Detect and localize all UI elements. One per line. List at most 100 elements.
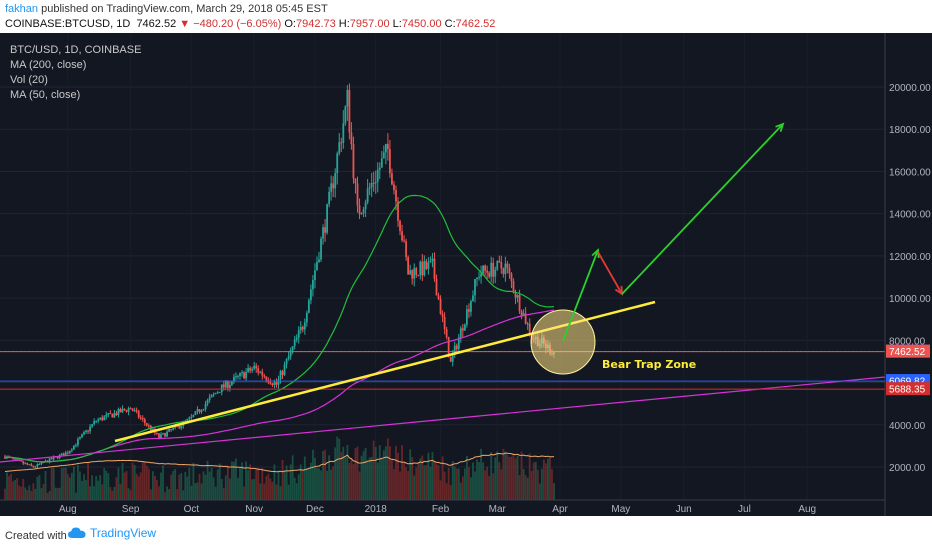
tradingview-brand: TradingView	[90, 526, 157, 540]
candle-body	[362, 209, 365, 214]
candle-body	[514, 292, 517, 298]
volume-bar	[530, 470, 533, 500]
candle-body	[178, 425, 181, 429]
candle-body	[372, 182, 375, 184]
volume-bar	[38, 475, 41, 500]
volume-bar	[12, 481, 15, 500]
volume-bar	[322, 451, 324, 500]
candle-body	[427, 262, 430, 269]
publish-header: fakhan published on TradingView.com, Mar…	[0, 0, 932, 33]
volume-bar	[441, 456, 444, 500]
ma50-line[interactable]	[4, 194, 555, 463]
volume-bar	[68, 477, 71, 500]
volume-bar	[251, 479, 254, 500]
candle-body	[70, 449, 73, 451]
candle-body	[133, 410, 136, 412]
candle-body	[510, 273, 513, 282]
legend-ma50[interactable]: MA (50, close)	[10, 89, 81, 101]
volume-bar	[28, 485, 31, 500]
volume-bar	[200, 483, 203, 500]
legend-volume[interactable]: Vol (20)	[10, 74, 48, 86]
candle-body	[366, 188, 369, 203]
candle-body	[472, 295, 474, 302]
candle-body	[281, 371, 284, 375]
candle-body	[239, 373, 241, 376]
volume-bar	[137, 476, 140, 500]
arrow-up-short[interactable]	[562, 249, 599, 342]
candle-body	[66, 452, 69, 454]
author-link[interactable]: fakhan	[5, 3, 39, 15]
candle-body	[478, 276, 480, 278]
candle-body	[103, 416, 106, 421]
ma200-line[interactable]	[4, 309, 555, 463]
candle-body	[192, 414, 195, 418]
candle-body	[26, 463, 29, 465]
candle-body	[72, 445, 75, 450]
candle-body	[415, 268, 418, 275]
bear-trap-annotation[interactable]: Bear Trap Zone	[602, 358, 697, 371]
volume-bar	[303, 456, 306, 500]
candle-body	[370, 182, 373, 188]
volume-bar	[386, 438, 389, 500]
volume-bar	[305, 468, 308, 500]
volume-bar	[472, 462, 474, 500]
volume-bar	[156, 479, 158, 500]
bear-trap-circle[interactable]	[530, 309, 596, 375]
volume-bar	[389, 446, 391, 500]
arrow-up-long[interactable]	[621, 123, 784, 295]
candle-body	[52, 456, 55, 460]
candle-body	[269, 382, 272, 384]
volume-bar	[220, 478, 223, 500]
candle-body	[68, 450, 71, 454]
volume-bar	[30, 490, 33, 500]
volume-bar	[261, 467, 264, 500]
volume-bar	[247, 470, 249, 500]
long-trendline[interactable]	[0, 376, 886, 463]
candle-body	[277, 378, 280, 385]
volume-ma-line[interactable]	[4, 452, 555, 473]
volume-bar	[348, 462, 351, 500]
candle-body	[504, 263, 507, 274]
volume-bar	[352, 463, 355, 500]
candle-body	[336, 153, 339, 174]
volume-bar	[147, 468, 150, 500]
candle-body	[245, 372, 247, 379]
publish-text: published on TradingView.com, March 29, …	[38, 3, 328, 15]
open-value: 7942.73	[295, 18, 336, 30]
candle-body	[405, 241, 408, 258]
candle-body	[330, 183, 333, 192]
chart-area[interactable]: 20000.00 18000.00 16000.00 14000.00 12000.00…	[0, 33, 932, 516]
volume-bar	[551, 469, 553, 500]
legend-ma200[interactable]: MA (200, close)	[10, 59, 87, 71]
volume-bar	[334, 447, 337, 500]
volume-bar	[186, 476, 189, 500]
volume-bar	[324, 449, 326, 500]
volume-bar	[115, 477, 118, 500]
volume-bar	[393, 469, 395, 500]
volume-bar	[382, 450, 385, 500]
volume-bar	[34, 488, 37, 500]
candle-body	[251, 368, 254, 371]
tradingview-logo[interactable]: TradingView	[68, 526, 156, 540]
volume-bar	[263, 483, 266, 500]
volume-bar	[295, 483, 298, 500]
arrow-down-red[interactable]	[597, 251, 623, 295]
candle-body	[16, 458, 19, 460]
volume-bar	[190, 485, 193, 500]
volume-bar	[328, 455, 331, 500]
volume-bar	[22, 478, 25, 500]
candle-body	[204, 403, 207, 410]
candle-body	[38, 463, 41, 465]
candle-body	[255, 365, 258, 369]
volume-bar	[125, 471, 128, 500]
volume-bar	[174, 468, 177, 500]
candle-body	[393, 184, 395, 191]
candle-body	[389, 149, 391, 174]
candle-body	[137, 411, 140, 418]
volume-bar	[451, 461, 454, 500]
volume-bar	[162, 465, 164, 500]
price-tick-label: 4000.00	[889, 421, 926, 432]
candle-body	[500, 262, 503, 269]
price-chart[interactable]: 20000.00 18000.00 16000.00 14000.00 12000.00…	[0, 33, 932, 516]
candle-body	[480, 273, 482, 277]
